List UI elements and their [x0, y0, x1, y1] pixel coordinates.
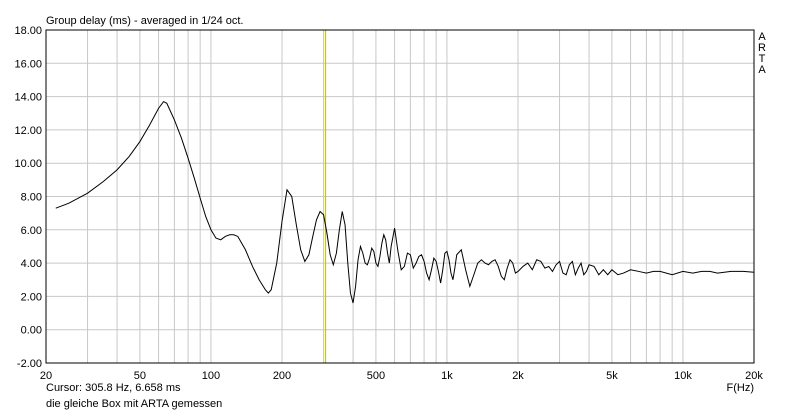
brand-letter: R [758, 42, 766, 54]
arta-brand-label: ARTA [758, 31, 766, 76]
y-tick-label: 8.00 [21, 192, 42, 204]
x-tick-label: 2k [512, 370, 524, 382]
y-tick-label: 6.00 [21, 225, 42, 237]
y-tick-label: 4.00 [21, 258, 42, 270]
y-tick-label: 14.00 [14, 92, 42, 104]
x-tick-label: 20k [745, 370, 763, 382]
y-tick-labels: 18.00 16.00 14.00 12.00 10.00 8.00 6.00 4.00 2.0… [14, 25, 42, 370]
y-tick-label: 12.00 [14, 125, 42, 137]
x-tick-label: 1k [441, 370, 453, 382]
x-tick-label: 50 [134, 370, 146, 382]
y-tick-label: 2.00 [21, 291, 42, 303]
brand-letter: A [758, 31, 766, 43]
y-tick-label: -2.00 [17, 358, 42, 370]
y-tick-label: 16.00 [14, 58, 42, 70]
chart-title: Group delay (ms) - averaged in 1/24 oct. [46, 15, 243, 27]
cursor-readout: Cursor: 305.8 Hz, 6.658 ms [46, 382, 181, 394]
x-axis-label: F(Hz) [727, 382, 755, 394]
x-tick-label: 100 [202, 370, 220, 382]
y-tick-label: 0.00 [21, 325, 42, 337]
brand-letter: T [759, 53, 766, 65]
y-tick-label: 10.00 [14, 158, 42, 170]
x-tick-labels: 20 50 100 200 500 1k 2k 5k 10k 20k [40, 370, 763, 382]
brand-letter: A [758, 64, 766, 76]
y-tick-label: 18.00 [14, 25, 42, 37]
x-tick-label: 20 [40, 370, 52, 382]
x-tick-label: 500 [367, 370, 385, 382]
group-delay-curve [55, 100, 755, 304]
x-tick-label: 5k [606, 370, 618, 382]
x-tick-label: 10k [674, 370, 692, 382]
x-tick-label: 200 [273, 370, 291, 382]
plot-frame [45, 29, 755, 364]
measurement-note: die gleiche Box mit ARTA gemessen [46, 398, 222, 410]
